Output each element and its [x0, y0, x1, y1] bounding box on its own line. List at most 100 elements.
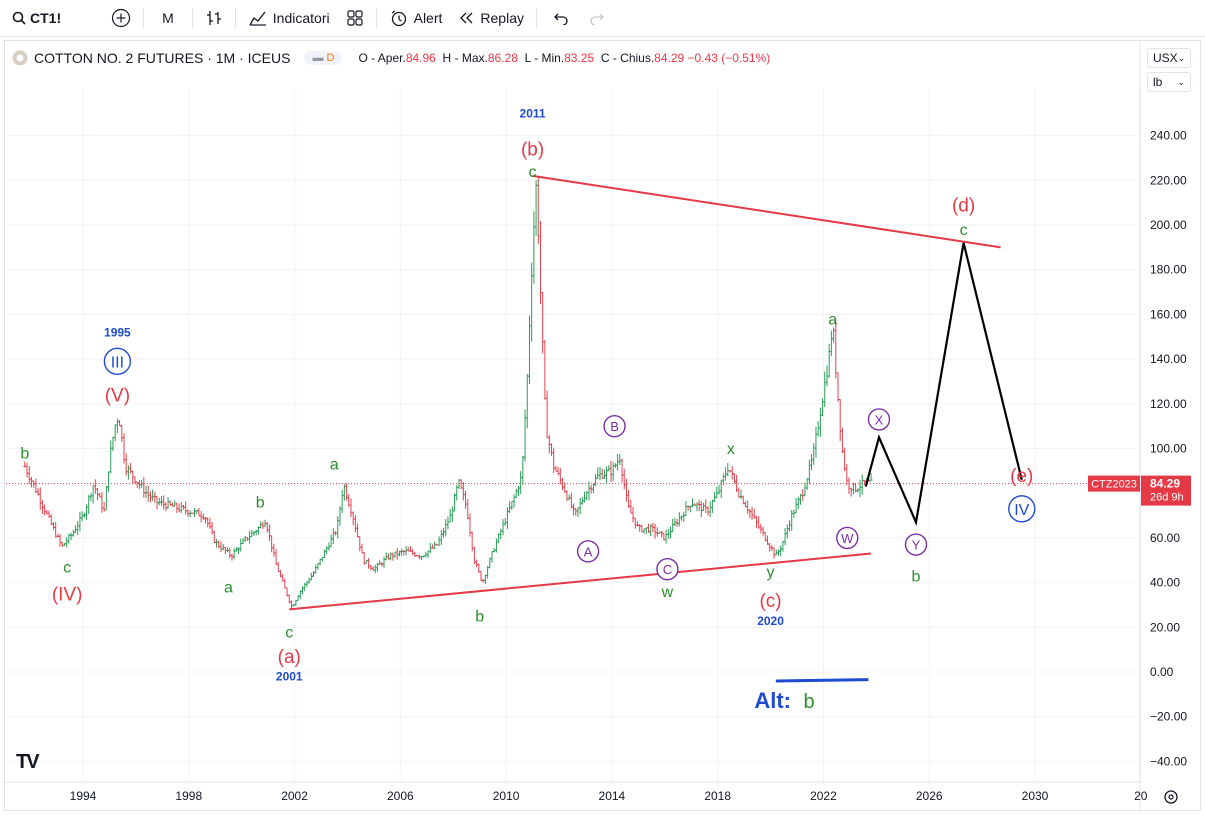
tradingview-logo: TV	[16, 751, 40, 773]
wave-label: b	[912, 568, 921, 585]
chart-title[interactable]: COTTON NO. 2 FUTURES · 1M · ICEUS	[34, 50, 291, 66]
symbol-label: CT1!	[30, 10, 62, 26]
axes: 240.00220.00200.00180.00160.00140.00120.…	[5, 41, 1191, 810]
close-value: 84.29	[654, 51, 685, 65]
wave-label: IV	[1014, 502, 1029, 519]
grid	[6, 88, 1142, 782]
year-label: 2001	[276, 670, 303, 684]
x-tick-label: 1994	[70, 789, 97, 803]
wave-label: (d)	[952, 196, 975, 217]
symbol-tag	[1088, 475, 1140, 492]
wave-label: (IV)	[52, 584, 83, 605]
wave-label: A	[584, 544, 593, 559]
x-tick-label: 2022	[810, 789, 837, 803]
x-tick-label: 2002	[281, 789, 308, 803]
x-tick-label: 2026	[916, 789, 943, 803]
open-value: 84.96	[405, 51, 436, 65]
trendlines	[289, 174, 1001, 611]
wave-label: b	[256, 495, 265, 512]
wave-label: a	[330, 457, 339, 474]
year-label: 1995	[104, 325, 131, 339]
x-tick-label: 2030	[1022, 789, 1049, 803]
wave-circle	[576, 540, 600, 563]
delayed-badge[interactable]: ▬ D	[304, 51, 343, 65]
year-label: 2020	[757, 614, 784, 628]
x-tick-label: 2014	[599, 789, 626, 803]
grid-icon	[347, 10, 363, 26]
replay-label: Replay	[480, 10, 524, 26]
gear-icon-center	[1168, 794, 1174, 800]
wave-label: X	[875, 412, 884, 427]
interval-button[interactable]: M	[148, 0, 188, 36]
y-tick-label: −20.00	[1150, 710, 1187, 724]
countdown-label: 26d 9h	[1150, 492, 1184, 504]
wave-circle	[836, 526, 859, 550]
wave-projection	[864, 242, 1023, 527]
wave-label: B	[610, 419, 619, 434]
compare-button[interactable]	[103, 0, 139, 36]
wave-circle	[656, 557, 679, 581]
separator	[234, 8, 236, 28]
unit-select[interactable]: lb ⌄	[1147, 72, 1191, 92]
indicators-label: Indicatori	[272, 10, 330, 26]
price-bars	[23, 176, 873, 609]
wave-label: (a)	[278, 647, 301, 668]
separator	[375, 8, 377, 28]
rewind-icon	[460, 12, 473, 24]
symbol-tag-label: CTZ2023	[1091, 479, 1137, 491]
top-toolbar: CT1! M Indicatori Alert Replay	[0, 0, 1205, 37]
high-value: 86.28	[487, 51, 518, 65]
replay-button[interactable]: Replay	[450, 0, 532, 36]
y-tick-label: 100.00	[1150, 442, 1187, 456]
bar-chart-icon	[206, 11, 221, 25]
plus-circle-icon	[112, 8, 131, 28]
wave-circle	[1008, 495, 1036, 523]
wave-label: (e)	[1010, 466, 1033, 487]
y-tick-label: 40.00	[1150, 576, 1180, 590]
y-tick-label: 20.00	[1150, 620, 1180, 634]
wave-circle	[103, 347, 132, 376]
close-label: C - Chius.	[600, 51, 655, 65]
x-tick-label: 20	[1134, 789, 1148, 803]
undo-button[interactable]	[541, 0, 579, 36]
alt-line	[775, 678, 869, 683]
wave-label: W	[841, 531, 854, 546]
symbol-search[interactable]: CT1!	[0, 0, 69, 36]
alert-button[interactable]: Alert	[381, 0, 451, 36]
indicators-icon	[249, 11, 266, 26]
indicators-button[interactable]: Indicatori	[240, 0, 338, 36]
chart-legend: COTTON NO. 2 FUTURES · 1M · ICEUS ▬ D O …	[12, 48, 770, 68]
delayed-badge-label: D	[326, 52, 335, 64]
undo-icon	[554, 13, 568, 25]
y-tick-label: 140.00	[1150, 352, 1187, 366]
low-label: L - Min.	[524, 51, 565, 65]
y-tick-label: 160.00	[1150, 307, 1187, 321]
bar-style-button[interactable]	[197, 0, 231, 36]
change-value: −0.43 (−0.51%)	[687, 51, 771, 65]
currency-value: USX	[1153, 51, 1178, 65]
interval-label: M	[162, 10, 174, 26]
redo-button[interactable]	[579, 0, 617, 36]
layouts-button[interactable]	[338, 0, 372, 36]
wave-label: c	[529, 164, 537, 181]
high-label: H - Max.	[442, 51, 488, 65]
cotton-logo-icon	[12, 50, 28, 66]
alert-label: Alert	[413, 10, 443, 26]
trendline	[289, 552, 872, 611]
y-tick-label: −40.00	[1150, 754, 1187, 768]
wave-circle	[904, 533, 928, 556]
separator	[536, 8, 537, 28]
x-tick-label: 2018	[704, 789, 731, 803]
y-tick-label: 200.00	[1150, 218, 1187, 232]
wave-label: a	[828, 311, 837, 328]
wave-circle	[603, 414, 626, 438]
wave-label: w	[661, 584, 674, 601]
currency-select[interactable]: USX ⌄	[1147, 48, 1191, 68]
wave-label: c	[285, 624, 293, 641]
wave-label: (V)	[105, 386, 130, 407]
year-label: 2011	[520, 106, 546, 120]
alarm-clock-icon	[391, 10, 406, 27]
wave-annotations: 1995 III (V) c (IV) b a b c (a) 2001 a b 2011 (b) c A B Cw…	[20, 106, 1036, 713]
open-label: O - Aper.	[358, 51, 406, 65]
